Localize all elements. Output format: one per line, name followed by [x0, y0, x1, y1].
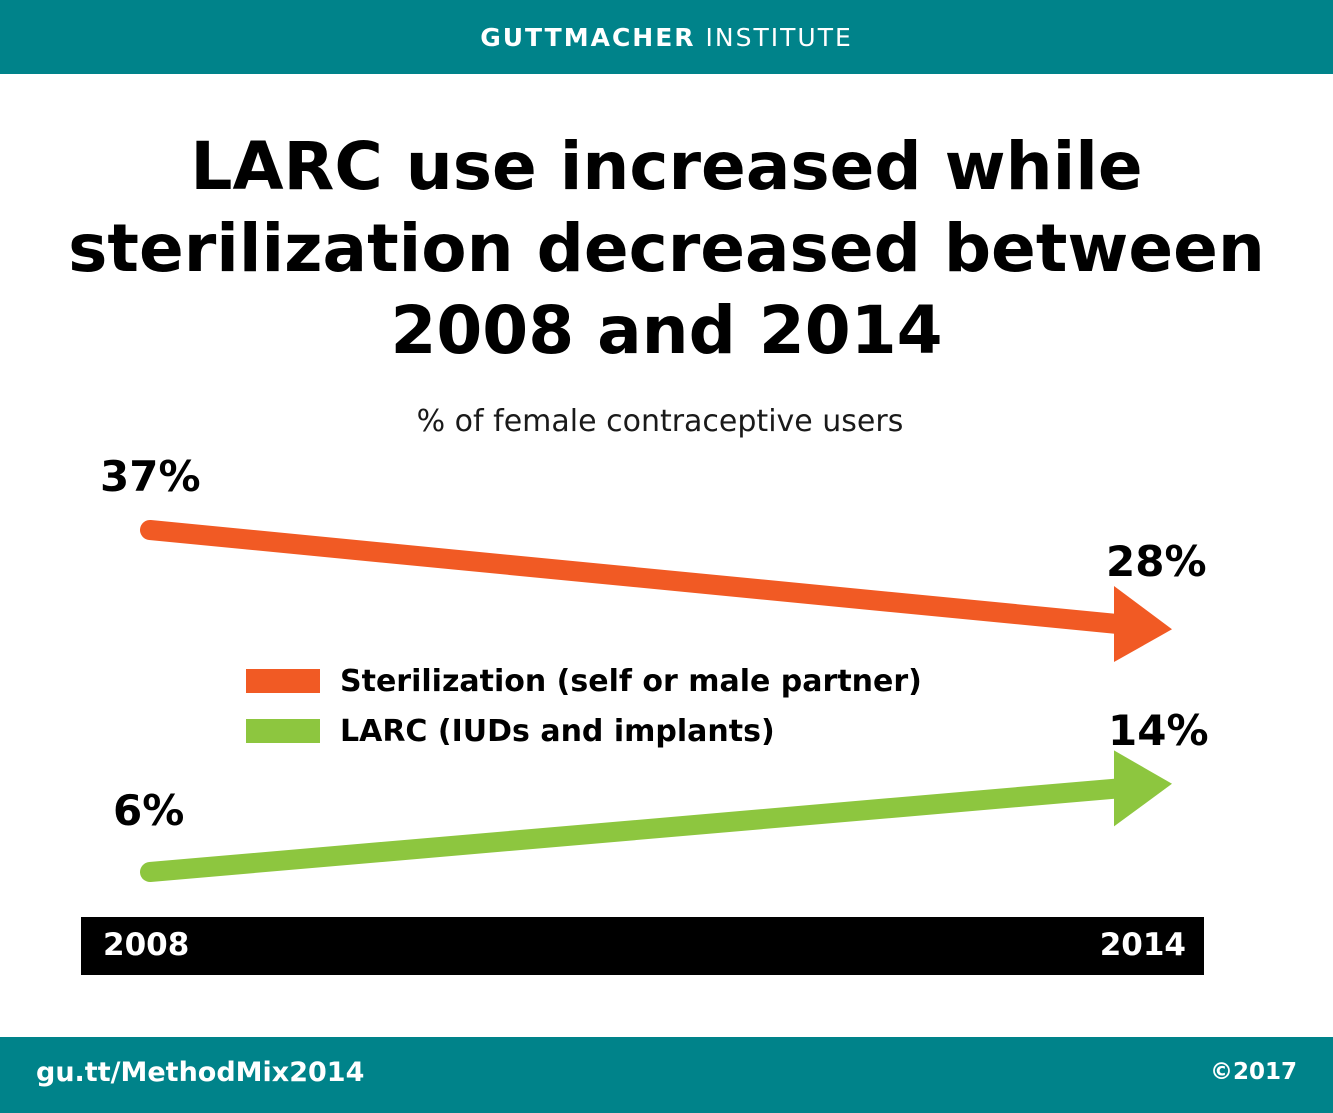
legend-swatch-sterilization: [246, 669, 320, 693]
brand-sub: INSTITUTE: [705, 22, 853, 52]
series-line-1: [140, 778, 1128, 882]
copyright: ©2017: [1209, 1059, 1297, 1085]
legend-item-larc: LARC (IUDs and implants): [246, 706, 922, 756]
chart-area: [140, 520, 1172, 882]
x-tick-2008: 2008: [103, 927, 190, 963]
sterilization-end-label: 28%: [1106, 537, 1207, 586]
footer-link[interactable]: gu.tt/MethodMix2014: [36, 1057, 365, 1088]
footer-bar: gu.tt/MethodMix2014 ©2017: [0, 1037, 1333, 1113]
sterilization-start-label: 37%: [100, 452, 201, 501]
series-arrowhead-1: [1114, 750, 1172, 827]
brand-name: GUTTMACHER: [480, 22, 696, 52]
header-bar: GUTTMACHER INSTITUTE: [0, 0, 1333, 74]
series-arrowhead-0: [1114, 586, 1172, 663]
legend-label-larc: LARC (IUDs and implants): [340, 713, 775, 749]
chart-subtitle: % of female contraceptive users: [416, 404, 904, 439]
larc-end-label: 14%: [1108, 706, 1209, 755]
legend: Sterilization (self or male partner) LAR…: [246, 656, 922, 756]
series-line-0: [140, 520, 1128, 635]
x-tick-2014: 2014: [1099, 927, 1186, 963]
timeline-bar: 2008 2014: [81, 917, 1204, 975]
legend-label-sterilization: Sterilization (self or male partner): [340, 663, 922, 699]
larc-start-label: 6%: [113, 786, 185, 835]
legend-swatch-larc: [246, 719, 320, 743]
legend-item-sterilization: Sterilization (self or male partner): [246, 656, 922, 706]
chart-title: LARC use increased while sterilization d…: [68, 128, 1265, 369]
